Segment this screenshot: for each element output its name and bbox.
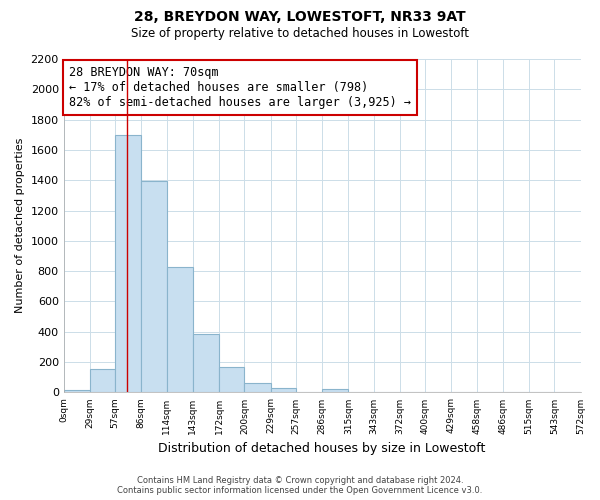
Y-axis label: Number of detached properties: Number of detached properties: [15, 138, 25, 314]
Bar: [271, 388, 296, 392]
Bar: [322, 388, 348, 392]
Text: Size of property relative to detached houses in Lowestoft: Size of property relative to detached ho…: [131, 28, 469, 40]
Bar: [64, 390, 90, 392]
Bar: [142, 181, 167, 392]
Bar: [219, 368, 244, 392]
Bar: [244, 382, 271, 392]
Bar: [90, 369, 115, 392]
Text: Contains HM Land Registry data © Crown copyright and database right 2024.
Contai: Contains HM Land Registry data © Crown c…: [118, 476, 482, 495]
Text: 28 BREYDON WAY: 70sqm
← 17% of detached houses are smaller (798)
82% of semi-det: 28 BREYDON WAY: 70sqm ← 17% of detached …: [69, 66, 411, 108]
Bar: [193, 334, 219, 392]
Bar: [115, 135, 142, 392]
Bar: [167, 266, 193, 392]
X-axis label: Distribution of detached houses by size in Lowestoft: Distribution of detached houses by size …: [158, 442, 486, 455]
Text: 28, BREYDON WAY, LOWESTOFT, NR33 9AT: 28, BREYDON WAY, LOWESTOFT, NR33 9AT: [134, 10, 466, 24]
